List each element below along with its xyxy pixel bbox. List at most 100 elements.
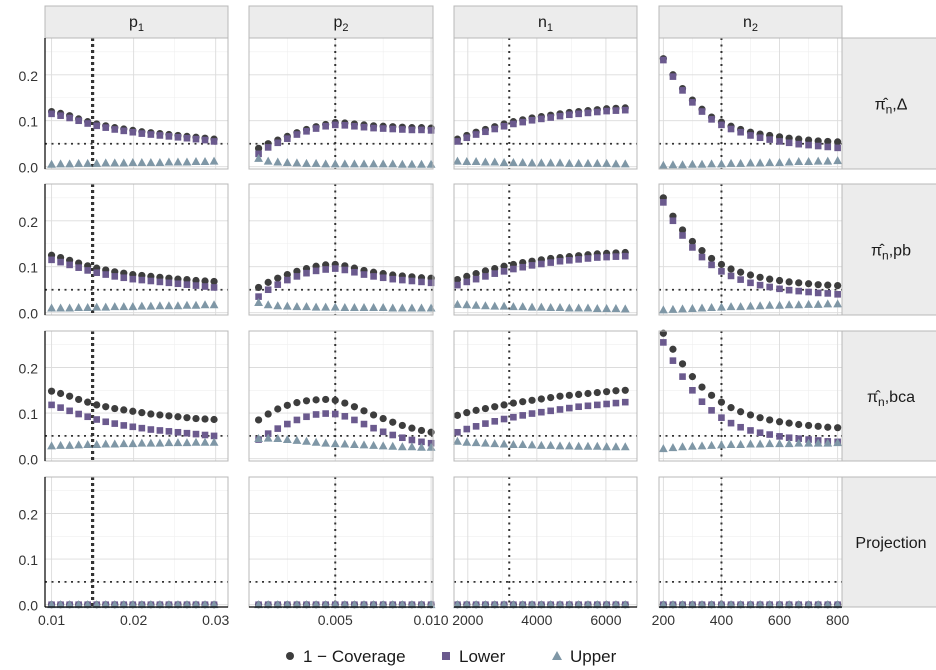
point-upper bbox=[794, 438, 804, 447]
point-coverage bbox=[481, 267, 490, 275]
y-tick-label: 0.2 bbox=[19, 68, 39, 84]
point-upper bbox=[292, 435, 302, 444]
y-tick-label: 0.2 bbox=[19, 360, 39, 376]
point-upper bbox=[321, 600, 331, 609]
point-upper bbox=[146, 600, 156, 609]
point-upper bbox=[330, 439, 340, 448]
point-upper bbox=[302, 436, 311, 445]
point-lower bbox=[834, 291, 841, 298]
point-upper bbox=[92, 302, 102, 311]
panel-bca-n1 bbox=[453, 330, 638, 462]
point-upper bbox=[833, 438, 843, 447]
point-lower bbox=[351, 416, 358, 424]
point-lower bbox=[472, 275, 480, 283]
point-upper bbox=[74, 440, 84, 449]
point-lower bbox=[795, 140, 803, 148]
point-lower bbox=[491, 270, 499, 277]
point-lower bbox=[747, 279, 754, 287]
point-upper bbox=[378, 600, 388, 609]
point-lower bbox=[756, 429, 764, 437]
point-upper bbox=[263, 600, 273, 609]
row-strip-delta: π̂n,Δ bbox=[841, 37, 936, 170]
y-tick-label: 0.1 bbox=[19, 552, 39, 568]
point-upper bbox=[658, 444, 668, 453]
point-upper bbox=[128, 157, 138, 166]
point-lower bbox=[174, 428, 182, 436]
point-upper bbox=[155, 157, 165, 166]
point-upper bbox=[155, 301, 165, 310]
panel-border bbox=[658, 330, 843, 462]
point-upper bbox=[369, 303, 378, 312]
point-upper bbox=[813, 438, 823, 447]
point-lower bbox=[621, 252, 629, 260]
panel-bg bbox=[45, 38, 228, 169]
point-lower bbox=[795, 287, 803, 295]
point-lower bbox=[129, 128, 137, 136]
x-tick-label-n1: 2000 bbox=[452, 612, 483, 628]
point-upper bbox=[137, 157, 147, 166]
point-upper bbox=[823, 156, 833, 165]
point-upper bbox=[546, 158, 556, 167]
point-upper bbox=[518, 302, 528, 311]
point-lower bbox=[48, 256, 55, 264]
point-upper bbox=[726, 302, 736, 311]
point-lower bbox=[621, 398, 629, 406]
point-lower bbox=[566, 404, 573, 412]
point-upper bbox=[602, 600, 612, 609]
point-lower bbox=[575, 110, 582, 118]
point-coverage bbox=[717, 398, 726, 406]
point-lower bbox=[698, 398, 706, 406]
point-upper bbox=[611, 303, 621, 312]
point-coverage bbox=[322, 395, 330, 404]
point-upper bbox=[311, 158, 321, 167]
point-upper bbox=[574, 441, 584, 450]
panel-border bbox=[248, 330, 434, 462]
point-lower bbox=[679, 232, 686, 239]
point-lower bbox=[93, 122, 100, 130]
point-lower bbox=[147, 277, 155, 285]
point-upper bbox=[658, 600, 668, 609]
point-lower bbox=[547, 407, 554, 415]
strip-label-sub: 1 bbox=[547, 22, 553, 34]
point-upper bbox=[794, 157, 804, 166]
x-tick-label-p2: 0.010 bbox=[414, 612, 449, 628]
point-upper bbox=[209, 156, 219, 165]
x-tick-label-n2: 400 bbox=[710, 612, 734, 628]
point-upper bbox=[755, 158, 765, 167]
point-upper bbox=[311, 437, 321, 446]
point-upper bbox=[620, 304, 630, 313]
point-coverage bbox=[593, 388, 601, 397]
point-upper bbox=[182, 157, 192, 166]
x-tick-label-p1: 0.01 bbox=[38, 612, 65, 628]
point-upper bbox=[173, 438, 183, 447]
legend-key-upper bbox=[552, 651, 562, 660]
point-coverage bbox=[500, 401, 508, 409]
point-upper bbox=[755, 600, 765, 609]
point-upper bbox=[490, 157, 500, 166]
point-upper bbox=[369, 600, 378, 609]
point-upper bbox=[74, 303, 84, 312]
point-upper bbox=[340, 303, 350, 312]
point-coverage bbox=[804, 421, 813, 430]
point-coverage bbox=[201, 415, 209, 423]
point-lower bbox=[192, 430, 200, 438]
point-lower bbox=[399, 434, 406, 442]
row-strip-label-projection: Projection bbox=[855, 535, 926, 552]
panel-bg bbox=[454, 331, 637, 461]
point-coverage bbox=[398, 421, 406, 430]
point-upper bbox=[182, 300, 192, 309]
point-upper bbox=[592, 600, 602, 609]
point-lower bbox=[454, 428, 461, 436]
point-upper bbox=[209, 437, 219, 446]
point-upper bbox=[668, 160, 678, 169]
point-upper bbox=[583, 441, 593, 450]
point-coverage bbox=[331, 396, 339, 404]
panel-pb-p1 bbox=[44, 183, 229, 316]
point-upper bbox=[583, 600, 593, 609]
point-upper bbox=[397, 600, 407, 609]
panel-projection-p2 bbox=[248, 476, 436, 609]
point-lower bbox=[556, 257, 564, 265]
point-upper bbox=[697, 441, 707, 450]
point-upper bbox=[65, 600, 75, 609]
panel-border bbox=[453, 37, 638, 170]
